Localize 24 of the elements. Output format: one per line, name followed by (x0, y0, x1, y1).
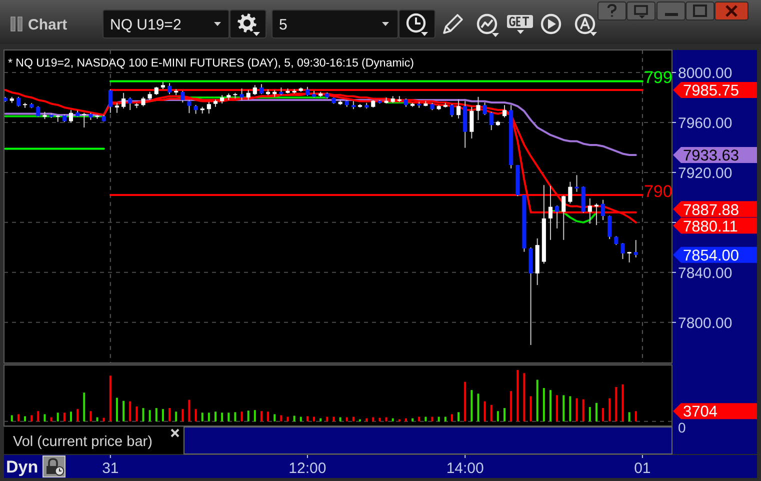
y-tick-label: 7920.00 (678, 164, 732, 182)
text: 7933.63 (683, 148, 740, 165)
x-tick-label: 31 (102, 460, 119, 477)
text: NQ U19=2 (110, 16, 182, 34)
y-tick-label: 8000.00 (678, 64, 732, 82)
text: 5 (279, 16, 288, 34)
series-label: 799 (644, 68, 672, 88)
text: * NQ U19=2, NASDAQ 100 E-MINI FUTURES (DAY), 5, 09:30-16:15 (Dynamic) (8, 58, 414, 70)
text: 7854.00 (683, 248, 740, 264)
text: 7887.88 (683, 202, 740, 219)
text: Vol (current price bar) (13, 434, 152, 450)
text: 0 (678, 419, 686, 436)
y-tick-label: 7800.00 (678, 314, 732, 332)
y-tick-label: 7840.00 (678, 264, 732, 282)
text: Dyn (6, 458, 38, 476)
x-tick-label: 01 (634, 460, 651, 477)
text: 7880.11 (683, 218, 738, 236)
text: Chart (28, 16, 68, 34)
y-tick-label: 7960.00 (678, 114, 732, 132)
series-label: 790 (644, 182, 672, 201)
x-tick-label: 14:00 (446, 460, 484, 477)
x-tick-label: 12:00 (288, 460, 326, 477)
text: 7985.75 (683, 82, 740, 100)
text: 3704 (683, 404, 718, 421)
